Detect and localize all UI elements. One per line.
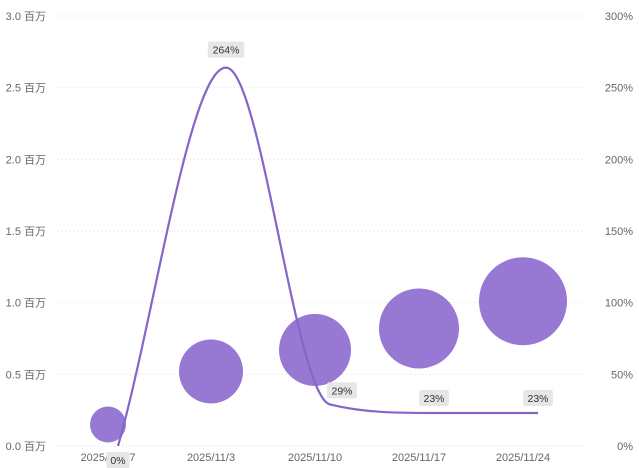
line-series bbox=[116, 66, 538, 447]
left-tick-label: 1.0 百万 bbox=[6, 298, 46, 310]
bubble-series bbox=[90, 257, 567, 443]
line-path bbox=[116, 66, 538, 447]
right-tick-label: 150% bbox=[605, 226, 633, 238]
bubble bbox=[479, 257, 567, 346]
data-label-bg bbox=[523, 390, 553, 407]
data-label-bg bbox=[327, 382, 357, 399]
bubble bbox=[90, 406, 126, 443]
left-tick-label: 3.0 百万 bbox=[6, 11, 46, 23]
line-data-label: 23% bbox=[419, 390, 449, 407]
data-label-text: 29% bbox=[331, 385, 352, 397]
left-tick-label: 0.0 百万 bbox=[6, 441, 46, 453]
bubble bbox=[279, 313, 351, 386]
data-label-text: 0% bbox=[110, 455, 125, 467]
right-tick-label: 250% bbox=[605, 83, 633, 95]
right-tick-label: 100% bbox=[605, 298, 633, 310]
left-tick-label: 2.5 百万 bbox=[6, 83, 46, 95]
bubble bbox=[179, 339, 243, 404]
x-axis: 2025/10/272025/11/32025/11/102025/11/172… bbox=[80, 452, 550, 464]
line-data-label: 29% bbox=[327, 382, 357, 399]
x-tick-label: 2025/11/17 bbox=[392, 452, 446, 464]
data-label-text: 264% bbox=[213, 45, 240, 57]
right-tick-label: 50% bbox=[611, 369, 633, 381]
bubble bbox=[379, 288, 459, 369]
right-tick-label: 200% bbox=[605, 154, 633, 166]
data-label-bg bbox=[207, 41, 245, 58]
line-data-label: 23% bbox=[523, 390, 553, 407]
right-axis: 0% 50% 100% 150% 200% 250% 300% bbox=[605, 11, 633, 453]
left-tick-label: 0.5 百万 bbox=[6, 369, 46, 381]
data-label-bg bbox=[106, 452, 130, 468]
left-tick-label: 2.0 百万 bbox=[6, 154, 46, 166]
line-data-label: 0% bbox=[106, 452, 130, 468]
x-tick-label: 2025/11/10 bbox=[288, 452, 342, 464]
x-tick-label: 2025/11/24 bbox=[496, 452, 550, 464]
left-tick-label: 1.5 百万 bbox=[6, 226, 46, 238]
line-data-labels: 0% 264% 29% 23% 23% bbox=[106, 41, 553, 468]
line-data-label: 264% bbox=[207, 41, 245, 58]
left-axis: 0.0 百万 0.5 百万 1.0 百万 1.5 百万 2.0 百万 2.5 百万 3.0 … bbox=[6, 11, 46, 453]
right-tick-label: 0% bbox=[617, 441, 633, 453]
right-tick-label: 300% bbox=[605, 11, 633, 23]
data-label-text: 23% bbox=[527, 393, 548, 405]
x-tick-label: 2025/11/3 bbox=[187, 452, 235, 464]
data-label-text: 23% bbox=[423, 393, 444, 405]
data-label-bg bbox=[419, 390, 449, 407]
